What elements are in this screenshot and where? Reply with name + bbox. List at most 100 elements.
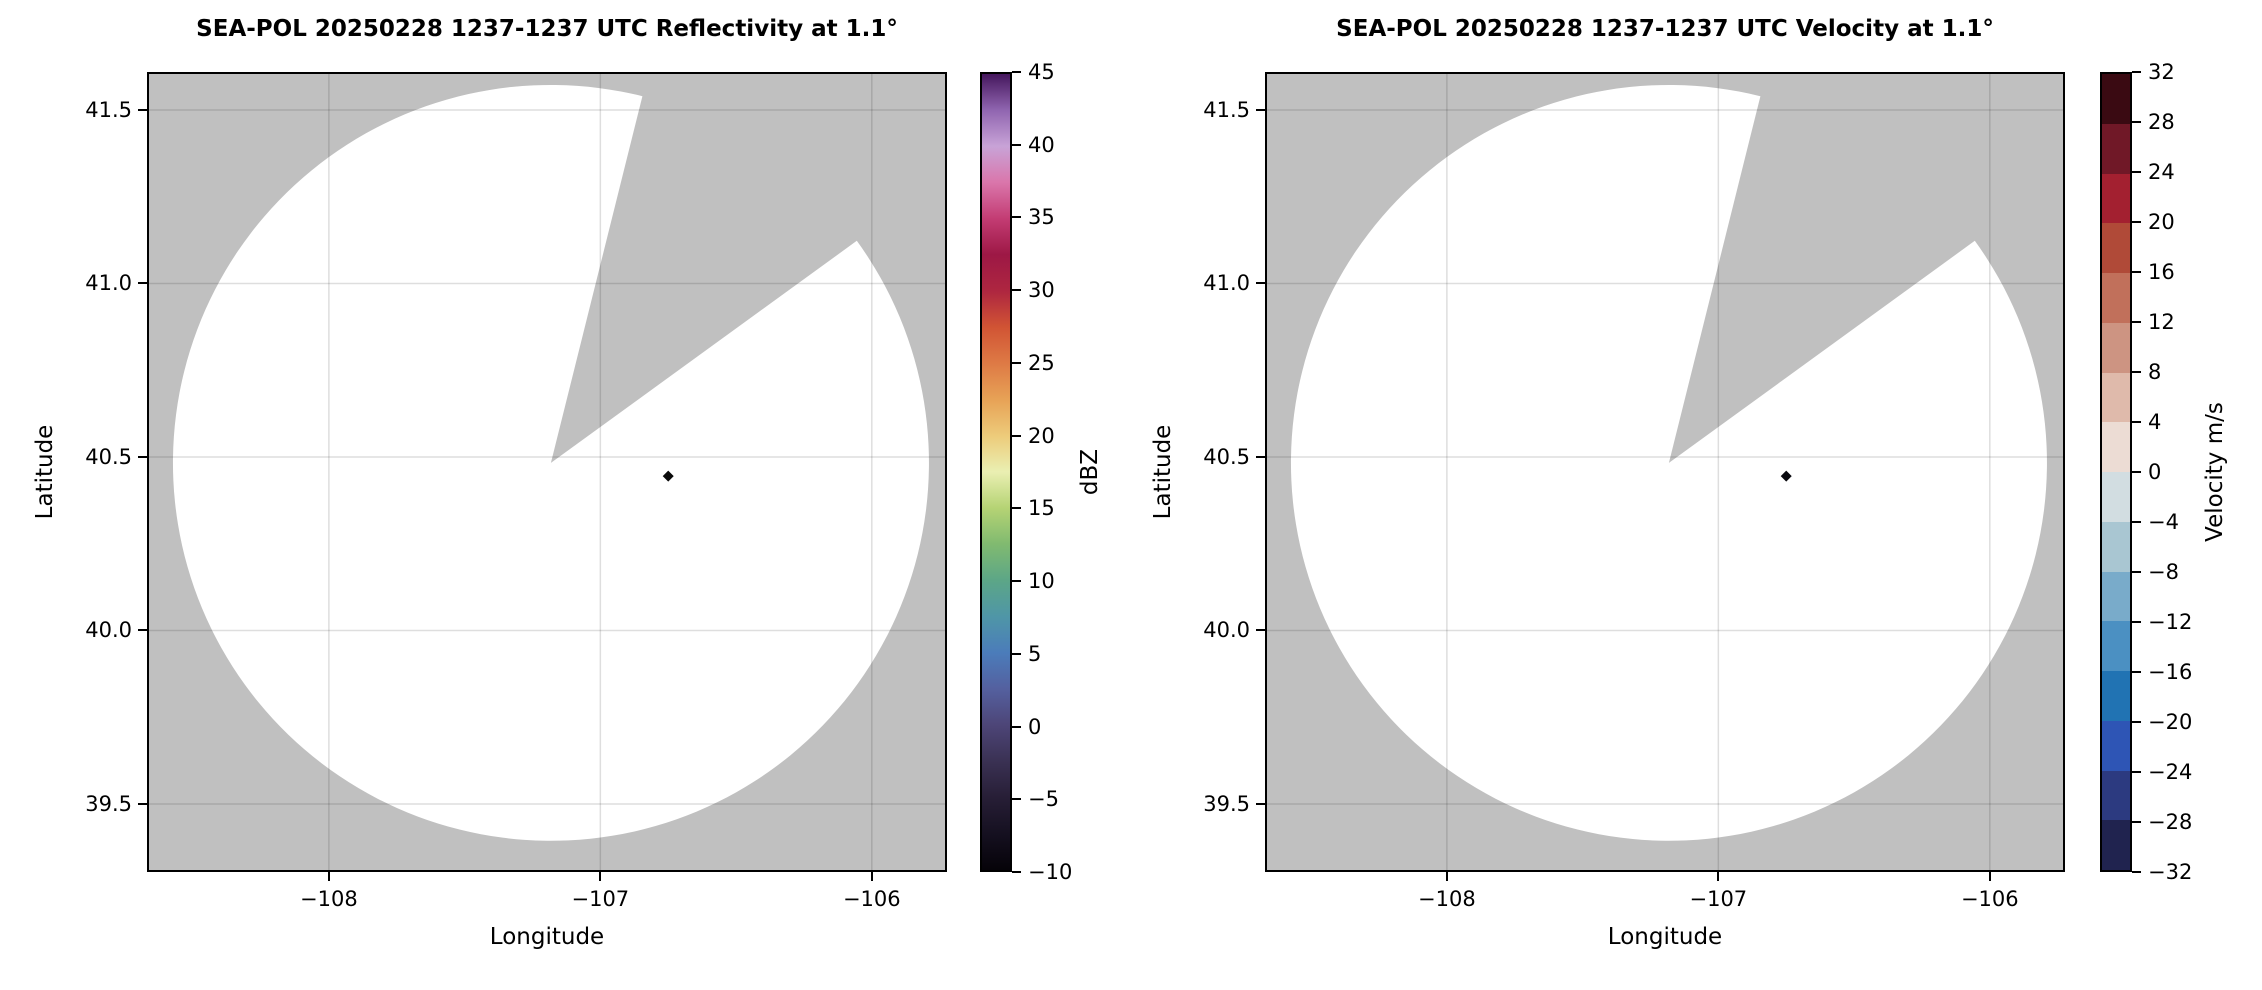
x-tick-label: −107 (571, 887, 630, 911)
x-tick-mark (599, 872, 602, 881)
colorbar-tick-label: 10 (1028, 569, 1055, 594)
y-axis-label-velocity: Latitude (1150, 424, 1176, 520)
data-point-marker (662, 470, 674, 482)
colorbar-label-velocity: Velocity m/s (2202, 402, 2228, 542)
x-tick-label: −107 (1689, 887, 1748, 911)
x-tick-mark (1445, 872, 1448, 881)
colorbar-tick-label: −10 (1028, 860, 1073, 884)
reflectivity-panel-title: SEA-POL 20250228 1237-1237 UTC Reflectiv… (196, 16, 898, 42)
colorbar-label-dbz: dBZ (1077, 448, 1103, 496)
colorbar-tick-mark (2132, 371, 2141, 373)
colorbar-tick-label: −8 (2148, 560, 2179, 584)
y-tick-label: 39.5 (85, 791, 132, 816)
colorbar-tick-label: −5 (1028, 787, 1059, 812)
colorbar-tick-label: 0 (2148, 460, 2162, 484)
y-tick-mark (1256, 282, 1265, 285)
y-tick-label: 40.0 (85, 618, 132, 643)
colorbar-segment (2102, 472, 2130, 522)
y-tick-label: 41.0 (85, 271, 132, 296)
colorbar-tick-label: 8 (2148, 360, 2162, 384)
x-tick-mark (870, 872, 873, 881)
colorbar-tick-label: 24 (2148, 160, 2175, 184)
colorbar-segment (2102, 273, 2130, 323)
y-axis-label-reflectivity: Latitude (32, 424, 58, 520)
y-tick-mark (138, 282, 147, 285)
y-tick-label: 41.0 (1203, 271, 1250, 296)
y-tick-mark (138, 629, 147, 632)
colorbar (2100, 72, 2132, 872)
colorbar-tick-label: −16 (2148, 660, 2193, 684)
colorbar-tick-label: 45 (1028, 60, 1055, 84)
y-tick-mark (1256, 108, 1265, 111)
y-tick-label: 41.5 (1203, 97, 1250, 122)
colorbar-tick-label: 20 (1028, 423, 1055, 448)
x-tick-mark (1717, 872, 1720, 881)
y-tick-label: 40.0 (1203, 618, 1250, 643)
data-point-marker (1780, 470, 1792, 482)
colorbar-tick-label: 35 (1028, 205, 1055, 230)
colorbar-tick-label: 5 (1028, 641, 1042, 666)
x-tick-label: −108 (1418, 887, 1476, 911)
colorbar-tick-label: −4 (2148, 510, 2179, 534)
radar-ppi-plot (147, 72, 947, 872)
colorbar-tick-label: −28 (2148, 810, 2193, 834)
y-tick-mark (138, 108, 147, 111)
colorbar-segment (2102, 720, 2130, 771)
radar-scan-area (172, 84, 929, 841)
colorbar-tick-label: 16 (2148, 260, 2175, 284)
colorbar-tick-mark (2132, 221, 2141, 223)
x-tick-label: −106 (842, 887, 901, 911)
colorbar-segment (2102, 571, 2130, 622)
colorbar-tick-mark (1012, 361, 1021, 364)
colorbar-tick-mark (1012, 871, 1021, 873)
colorbar-tick-label: 20 (2148, 210, 2175, 234)
y-tick-mark (1256, 629, 1265, 632)
colorbar-segment (2102, 123, 2130, 174)
y-tick-label: 41.5 (85, 97, 132, 122)
colorbar-tick-label: 40 (1028, 132, 1055, 157)
colorbar-tick-label: −24 (2148, 760, 2193, 784)
colorbar-tick-mark (2132, 321, 2141, 323)
colorbar-segment (2102, 770, 2130, 821)
colorbar-segment (2102, 173, 2130, 224)
colorbar-tick-mark (2132, 721, 2141, 723)
colorbar-tick-mark (2132, 621, 2141, 623)
colorbar-tick-label: 30 (1028, 278, 1055, 303)
colorbar-tick-mark (2132, 171, 2141, 173)
colorbar-tick-label: −20 (2148, 710, 2193, 734)
colorbar-segment (2102, 422, 2130, 472)
colorbar-tick-mark (1012, 216, 1021, 219)
y-tick-mark (1256, 802, 1265, 805)
colorbar-tick-mark (1012, 71, 1021, 73)
x-tick-label: −106 (1960, 887, 2019, 911)
colorbar-tick-mark (1012, 289, 1021, 292)
colorbar-tick-mark (2132, 571, 2141, 573)
colorbar-tick-mark (2132, 421, 2141, 423)
x-axis-label-velocity: Longitude (1607, 924, 1723, 950)
y-tick-mark (1256, 455, 1265, 458)
colorbar-tick-mark (2132, 821, 2141, 823)
y-tick-label: 39.5 (1203, 791, 1250, 816)
colorbar-tick-label: 0 (1028, 714, 1042, 739)
colorbar-tick-mark (1012, 580, 1021, 583)
radar-ppi-plot (1265, 72, 2065, 872)
x-axis-label-reflectivity: Longitude (489, 924, 605, 950)
colorbar-segment (2102, 671, 2130, 721)
colorbar-tick-label: 12 (2148, 310, 2175, 334)
colorbar-segment (2102, 322, 2130, 373)
radar-scan-area (1290, 84, 2047, 841)
y-tick-mark (138, 802, 147, 805)
plot-border (1265, 72, 2065, 872)
colorbar-segment (2102, 820, 2130, 870)
colorbar-segment (2102, 372, 2130, 423)
colorbar-tick-label: 32 (2148, 60, 2175, 84)
colorbar-tick-mark (2132, 771, 2141, 773)
x-tick-mark (1988, 872, 1991, 881)
colorbar-segment (2102, 521, 2130, 572)
colorbar-tick-mark (2132, 521, 2141, 523)
colorbar-tick-mark (1012, 798, 1021, 801)
colorbar-tick-mark (2132, 71, 2141, 73)
y-tick-mark (138, 455, 147, 458)
colorbar-tick-mark (1012, 725, 1021, 728)
